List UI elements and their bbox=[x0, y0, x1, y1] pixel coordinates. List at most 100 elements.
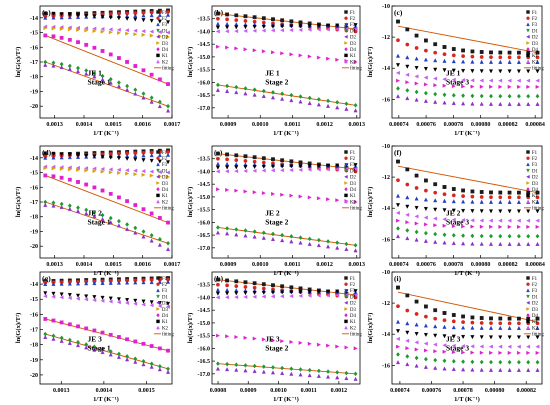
data-point bbox=[270, 168, 275, 173]
data-point bbox=[116, 156, 121, 161]
data-point bbox=[460, 218, 465, 223]
data-point bbox=[298, 293, 303, 298]
data-point bbox=[243, 86, 248, 91]
data-point bbox=[252, 87, 257, 93]
data-point bbox=[433, 99, 438, 104]
y-tick-label: -13.5 bbox=[198, 283, 211, 289]
legend-label: D3 bbox=[532, 182, 538, 187]
y-tick-label: -20 bbox=[30, 244, 38, 250]
x-tick-label: 0.0015 bbox=[105, 122, 122, 128]
x-tick-label: 0.0016 bbox=[134, 122, 151, 128]
data-point bbox=[117, 30, 122, 35]
data-point bbox=[67, 322, 72, 327]
data-point bbox=[423, 188, 428, 193]
data-point bbox=[414, 206, 419, 211]
data-point bbox=[67, 167, 72, 172]
data-point bbox=[133, 157, 138, 162]
y-tick-label: -16 bbox=[382, 237, 390, 243]
legend-label: F1 bbox=[350, 11, 356, 16]
x-tick-label: 0.0012 bbox=[316, 262, 333, 268]
x-tick-label: 0.0017 bbox=[164, 122, 181, 128]
data-point bbox=[451, 77, 456, 82]
data-point bbox=[133, 203, 138, 207]
legend-swatch bbox=[526, 16, 530, 20]
legend-swatch bbox=[156, 10, 160, 14]
data-point bbox=[414, 355, 419, 361]
data-point bbox=[67, 295, 72, 301]
data-point bbox=[489, 84, 494, 89]
data-point bbox=[414, 173, 419, 178]
data-point bbox=[59, 65, 64, 70]
data-point bbox=[108, 30, 113, 35]
data-point bbox=[414, 332, 419, 337]
data-point bbox=[307, 195, 312, 200]
data-point bbox=[451, 224, 456, 229]
data-point bbox=[442, 198, 447, 203]
data-point bbox=[108, 220, 113, 225]
data-point bbox=[479, 93, 484, 99]
y-tick-label: -17 bbox=[30, 200, 38, 206]
data-point bbox=[271, 365, 275, 370]
data-point bbox=[526, 84, 531, 89]
legend-label: K1 bbox=[350, 54, 356, 59]
data-point bbox=[395, 210, 400, 215]
data-point bbox=[289, 19, 294, 24]
legend-swatch bbox=[344, 181, 348, 185]
data-point bbox=[261, 337, 266, 342]
data-point bbox=[261, 156, 266, 161]
data-point bbox=[125, 60, 130, 64]
data-point bbox=[517, 224, 522, 229]
series-D1 bbox=[215, 82, 358, 108]
data-point bbox=[289, 168, 294, 173]
data-point bbox=[442, 192, 447, 197]
legend-swatch bbox=[526, 181, 530, 185]
data-point bbox=[141, 280, 146, 285]
data-point bbox=[423, 48, 428, 53]
data-point bbox=[234, 162, 239, 167]
data-point bbox=[116, 300, 121, 305]
data-point bbox=[125, 171, 130, 176]
data-point bbox=[234, 232, 239, 237]
data-point bbox=[470, 350, 475, 355]
data-point bbox=[75, 208, 81, 213]
data-point bbox=[289, 234, 294, 239]
x-tick-label: 0.0012 bbox=[316, 122, 333, 128]
data-point bbox=[166, 174, 171, 179]
data-point bbox=[335, 240, 340, 246]
data-point bbox=[75, 13, 81, 18]
data-point bbox=[280, 28, 285, 33]
data-point bbox=[133, 225, 138, 231]
legend-swatch bbox=[156, 162, 160, 167]
data-point bbox=[507, 335, 512, 340]
data-point bbox=[252, 15, 257, 20]
data-point bbox=[507, 190, 512, 195]
data-point bbox=[307, 290, 312, 295]
data-point bbox=[280, 370, 285, 376]
data-point bbox=[157, 242, 162, 247]
legend-label: D2 bbox=[532, 36, 538, 41]
data-point bbox=[442, 318, 447, 323]
data-point bbox=[405, 204, 410, 209]
legend-swatch bbox=[344, 59, 348, 64]
legend-label: F2 bbox=[532, 157, 538, 162]
data-point bbox=[335, 289, 340, 294]
legend-swatch bbox=[526, 28, 530, 33]
y-tick-label: -16.0 bbox=[198, 80, 211, 86]
data-point bbox=[243, 280, 248, 285]
data-point bbox=[507, 69, 512, 74]
data-point bbox=[166, 103, 171, 109]
data-point bbox=[252, 234, 257, 239]
x-tick-label: 0.0013 bbox=[349, 262, 366, 268]
data-point bbox=[67, 12, 72, 17]
y-tick-label: -14.5 bbox=[198, 42, 211, 48]
data-point bbox=[461, 241, 466, 246]
data-point bbox=[405, 338, 410, 343]
data-point bbox=[316, 97, 321, 102]
data-point bbox=[271, 231, 275, 237]
data-point bbox=[157, 367, 162, 372]
data-point bbox=[395, 360, 401, 365]
data-point bbox=[166, 152, 171, 157]
plot-frame bbox=[391, 5, 543, 119]
data-point bbox=[243, 158, 248, 163]
